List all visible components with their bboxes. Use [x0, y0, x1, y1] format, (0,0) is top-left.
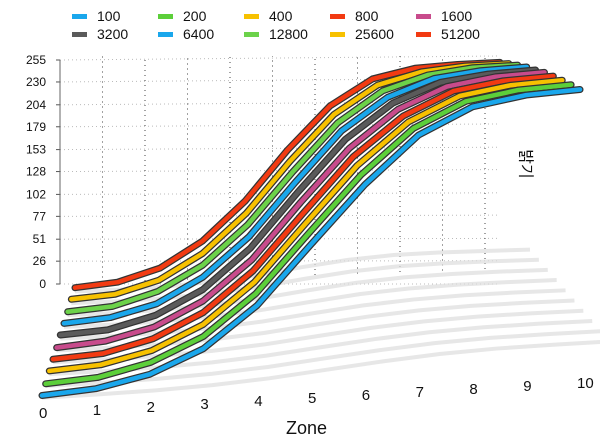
x-tick-label: 5 — [308, 390, 316, 407]
gridline-h — [59, 192, 501, 195]
y-tick-label: 51 — [33, 232, 47, 246]
y-axis-label: 밝기 — [516, 149, 534, 179]
y-tick-label: 153 — [26, 143, 46, 157]
y-tick-label: 128 — [26, 165, 46, 179]
legend-swatch — [244, 31, 259, 37]
legend-label: 25600 — [355, 26, 394, 42]
series-shadow — [63, 278, 557, 329]
y-tick-label: 255 — [26, 53, 46, 67]
legend-label: 1600 — [441, 8, 473, 24]
legend-swatch — [244, 13, 259, 19]
x-tick-label: 3 — [200, 396, 208, 413]
y-tick-label: 230 — [26, 75, 46, 89]
x-tick-label: 7 — [416, 384, 424, 401]
x-tick-label: 1 — [93, 402, 101, 419]
x-tick-label: 10 — [577, 375, 594, 392]
legend-item: 100 — [72, 8, 158, 24]
y-tick-label: 179 — [26, 120, 46, 134]
legend-label: 400 — [269, 8, 293, 24]
gridline-h — [59, 77, 501, 83]
x-tick-label: 4 — [254, 393, 262, 410]
x-tick-label: 8 — [469, 381, 477, 398]
legend-swatch — [330, 31, 345, 37]
legend-item: 3200 — [72, 26, 158, 42]
legend-label: 200 — [183, 8, 207, 24]
legend-swatch — [416, 13, 431, 19]
legend-item: 25600 — [330, 26, 416, 42]
gridline-h — [59, 146, 501, 151]
series-shadow — [71, 257, 539, 306]
y-tick-label: 26 — [33, 254, 47, 268]
gridline-h — [59, 55, 501, 61]
legend-label: 51200 — [441, 26, 480, 42]
series-shadow — [56, 298, 575, 353]
legend-label: 800 — [355, 8, 379, 24]
gridline-h — [59, 123, 501, 128]
y-tick-label: 77 — [33, 209, 47, 223]
series-shadow — [74, 247, 531, 294]
legend-swatch — [158, 31, 173, 37]
legend-item: 1600 — [416, 8, 502, 24]
legend-label: 12800 — [269, 26, 308, 42]
legend-swatch — [416, 31, 431, 37]
legend-item: 400 — [244, 8, 330, 24]
x-tick-label: 6 — [362, 387, 370, 404]
legend-label: 3200 — [97, 26, 129, 42]
gridline-h — [59, 101, 501, 106]
legend-swatch — [72, 13, 87, 19]
legend-swatch — [72, 31, 87, 37]
y-tick-label: 102 — [26, 187, 46, 201]
series-shadow — [41, 340, 600, 400]
legend-item: 12800 — [244, 26, 330, 42]
legend: 100 200 400 800 1600 3200 6400 12800 25600 51200 — [72, 8, 502, 42]
x-axis-label: Zone — [286, 418, 328, 438]
legend-label: 100 — [97, 8, 121, 24]
x-tick-label: 2 — [147, 399, 155, 416]
legend-item: 6400 — [158, 26, 244, 42]
y-tick-label: 204 — [26, 98, 46, 112]
series-shadow — [60, 288, 566, 341]
y-tick-label: 0 — [39, 277, 46, 291]
legend-swatch — [330, 13, 345, 19]
legend-swatch — [158, 13, 173, 19]
legend-item: 800 — [330, 8, 416, 24]
legend-item: 51200 — [416, 26, 502, 42]
legend-label: 6400 — [183, 26, 215, 42]
x-tick-label: 9 — [523, 378, 531, 395]
legend-item: 200 — [158, 8, 244, 24]
x-tick-label: 0 — [39, 405, 47, 422]
series-shadow — [67, 267, 548, 318]
